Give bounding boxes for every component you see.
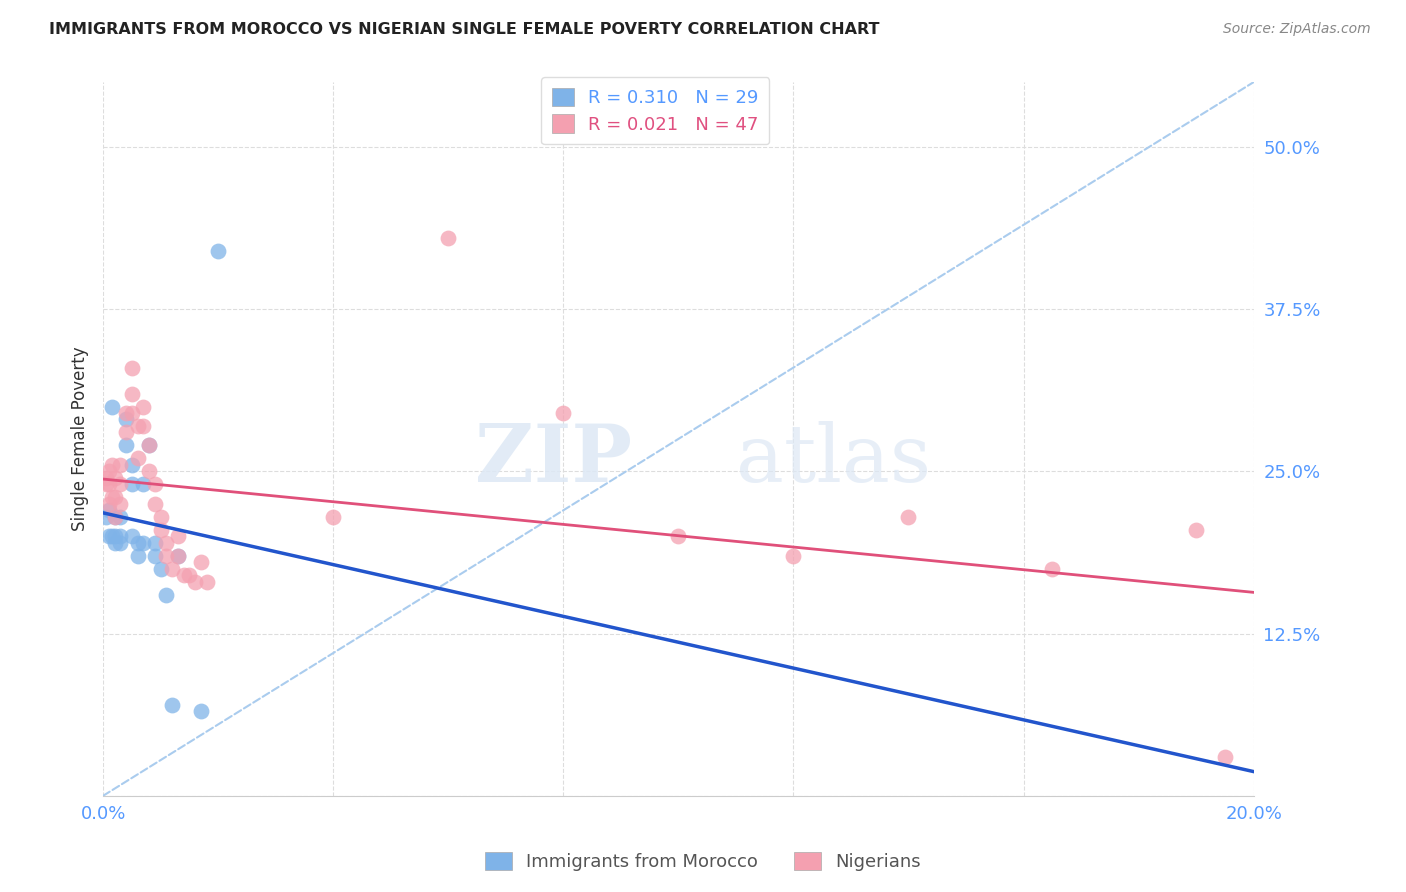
Point (121, 477, 143, 491)
Point (897, 509, 920, 524)
Point (132, 477, 155, 491)
Point (167, 549, 190, 563)
Point (149, 523, 172, 537)
Point (190, 555, 212, 569)
Point (100, 458, 122, 472)
Point (1213, 749, 1236, 764)
Point (104, 535, 127, 549)
Point (160, 698, 183, 712)
Point (97, 477, 120, 491)
Point (104, 471, 127, 485)
Point (132, 400, 155, 414)
Point (149, 509, 172, 524)
Point (143, 477, 166, 491)
Point (195, 574, 218, 589)
Point (155, 588, 177, 602)
Point (782, 549, 804, 563)
Point (167, 549, 190, 563)
Point (322, 509, 344, 524)
Point (100, 529, 122, 543)
Point (138, 438, 160, 452)
Point (138, 464, 160, 478)
Point (149, 562, 172, 576)
Point (104, 529, 127, 543)
Point (115, 406, 138, 420)
Point (160, 562, 183, 576)
Point (127, 549, 149, 563)
Point (104, 491, 127, 505)
Point (127, 419, 149, 434)
Point (97, 529, 120, 543)
Point (127, 451, 149, 466)
Point (110, 509, 132, 524)
Point (94, 509, 117, 524)
Y-axis label: Single Female Poverty: Single Female Poverty (72, 347, 89, 532)
Point (110, 535, 132, 549)
Point (94, 477, 117, 491)
Point (121, 529, 143, 543)
Point (143, 497, 166, 511)
Point (1185, 523, 1208, 537)
Point (97, 497, 120, 511)
Point (179, 568, 201, 582)
Point (155, 535, 177, 549)
Point (121, 458, 143, 472)
Legend: Immigrants from Morocco, Nigerians: Immigrants from Morocco, Nigerians (478, 845, 928, 879)
Point (94, 471, 117, 485)
Point (110, 497, 132, 511)
Legend: R = 0.310   N = 29, R = 0.021   N = 47: R = 0.310 N = 29, R = 0.021 N = 47 (541, 77, 769, 145)
Point (207, 244, 229, 258)
Point (127, 535, 149, 549)
Point (97, 464, 120, 478)
Point (104, 509, 127, 524)
Point (115, 425, 138, 440)
Point (110, 529, 132, 543)
Point (132, 419, 155, 434)
Text: Source: ZipAtlas.com: Source: ZipAtlas.com (1223, 22, 1371, 37)
Point (110, 477, 132, 491)
Text: ZIP: ZIP (475, 421, 633, 500)
Point (138, 438, 160, 452)
Point (104, 509, 127, 524)
Point (173, 568, 195, 582)
Point (666, 529, 689, 543)
Point (100, 400, 122, 414)
Point (132, 535, 155, 549)
Point (110, 458, 132, 472)
Point (100, 491, 122, 505)
Point (190, 705, 212, 719)
Point (121, 360, 143, 375)
Point (553, 406, 575, 420)
Point (1040, 562, 1063, 576)
Text: IMMIGRANTS FROM MOROCCO VS NIGERIAN SINGLE FEMALE POVERTY CORRELATION CHART: IMMIGRANTS FROM MOROCCO VS NIGERIAN SING… (49, 22, 880, 37)
Point (155, 549, 177, 563)
Point (437, 231, 460, 245)
Point (115, 438, 138, 452)
Point (115, 412, 138, 426)
Point (121, 406, 143, 420)
Point (143, 535, 166, 549)
Point (121, 386, 143, 401)
Point (167, 529, 190, 543)
Point (97, 503, 120, 517)
Point (143, 549, 166, 563)
Point (184, 574, 207, 589)
Text: atlas: atlas (735, 421, 931, 500)
